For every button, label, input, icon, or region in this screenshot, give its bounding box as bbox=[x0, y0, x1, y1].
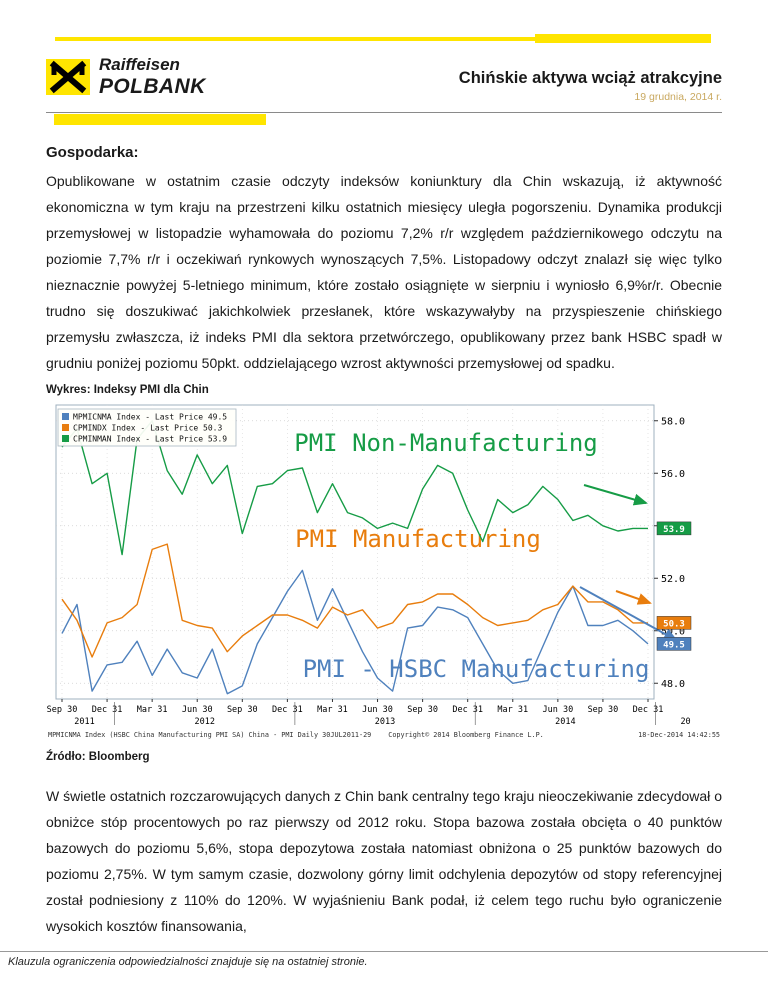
header: Raiffeisen POLBANK Chińskie aktywa wciąż… bbox=[46, 56, 722, 103]
page: Raiffeisen POLBANK Chińskie aktywa wciąż… bbox=[46, 34, 722, 934]
page-date: 19 grudnia, 2014 r. bbox=[634, 91, 722, 103]
svg-text:Sep 30: Sep 30 bbox=[47, 705, 78, 715]
svg-text:52.0: 52.0 bbox=[661, 574, 685, 585]
svg-text:Copyright© 2014 Bloomberg Fina: Copyright© 2014 Bloomberg Finance L.P. bbox=[388, 731, 544, 739]
svg-text:53.9: 53.9 bbox=[663, 525, 685, 535]
raiffeisen-logo: Raiffeisen POLBANK bbox=[46, 56, 206, 97]
svg-text:18-Dec-2014 14:42:55: 18-Dec-2014 14:42:55 bbox=[638, 731, 720, 739]
raiffeisen-emblem-icon bbox=[46, 58, 90, 95]
section-heading-economy: Gospodarka: bbox=[46, 144, 139, 161]
svg-text:CPMINMAN Index - Last Price 53: CPMINMAN Index - Last Price 53.9 bbox=[73, 435, 227, 444]
svg-text:Dec 31: Dec 31 bbox=[452, 705, 483, 715]
header-divider-accent bbox=[54, 114, 266, 125]
chart-source: Źródło: Bloomberg bbox=[46, 751, 150, 763]
svg-text:MPMICNMA Index (HSBC China Man: MPMICNMA Index (HSBC China Manufacturing… bbox=[48, 731, 371, 739]
svg-text:Sep 30: Sep 30 bbox=[407, 705, 438, 715]
svg-text:Mar 31: Mar 31 bbox=[317, 705, 348, 715]
top-accent-bar bbox=[55, 34, 713, 43]
svg-text:48.0: 48.0 bbox=[661, 679, 685, 690]
page-footer: Klauzula ograniczenia odpowiedzialności … bbox=[0, 951, 768, 968]
svg-text:Sep 30: Sep 30 bbox=[588, 705, 619, 715]
svg-text:PMI - HSBC Manufacturing: PMI - HSBC Manufacturing bbox=[303, 655, 650, 683]
page-title: Chińskie aktywa wciąż atrakcyjne bbox=[458, 69, 722, 87]
svg-text:2011: 2011 bbox=[74, 717, 94, 727]
title-block: Chińskie aktywa wciąż atrakcyjne 19 grud… bbox=[459, 56, 722, 103]
svg-text:50.3: 50.3 bbox=[663, 619, 685, 629]
svg-text:49.5: 49.5 bbox=[663, 640, 685, 650]
svg-text:Dec 31: Dec 31 bbox=[92, 705, 123, 715]
header-divider bbox=[46, 112, 722, 126]
svg-text:Mar 31: Mar 31 bbox=[137, 705, 168, 715]
chart-caption: Wykres: Indeksy PMI dla Chin bbox=[46, 384, 209, 396]
svg-text:CPMINDX Index - Last Price 50: CPMINDX Index - Last Price 50.3 bbox=[73, 424, 222, 433]
svg-text:Jun 30: Jun 30 bbox=[182, 705, 213, 715]
top-accent-line bbox=[55, 37, 711, 41]
top-accent-block bbox=[535, 34, 711, 43]
logo-text: Raiffeisen POLBANK bbox=[99, 56, 206, 97]
svg-text:Mar 31: Mar 31 bbox=[497, 705, 528, 715]
svg-text:PMI Non-Manufacturing: PMI Non-Manufacturing bbox=[294, 429, 597, 457]
svg-text:Dec 31: Dec 31 bbox=[633, 705, 664, 715]
svg-text:2012: 2012 bbox=[195, 717, 215, 727]
svg-text:Jun 30: Jun 30 bbox=[542, 705, 573, 715]
svg-text:20: 20 bbox=[680, 717, 690, 727]
svg-text:Dec 31: Dec 31 bbox=[272, 705, 303, 715]
svg-text:Sep 30: Sep 30 bbox=[227, 705, 258, 715]
economy-paragraph-2: W świetle ostatnich rozczarowujących dan… bbox=[46, 788, 722, 934]
logo-sub: POLBANK bbox=[99, 75, 206, 98]
economy-paragraph-1: Opublikowane w ostatnim czasie odczyty i… bbox=[46, 173, 722, 371]
svg-text:Jun 30: Jun 30 bbox=[362, 705, 393, 715]
logo-brand: Raiffeisen bbox=[99, 55, 180, 74]
svg-text:MPMICNMA Index - Last Price 49: MPMICNMA Index - Last Price 49.5 bbox=[73, 413, 227, 422]
svg-text:2013: 2013 bbox=[375, 717, 395, 727]
svg-text:58.0: 58.0 bbox=[661, 416, 685, 427]
svg-text:56.0: 56.0 bbox=[661, 469, 685, 480]
svg-text:PMI Manufacturing: PMI Manufacturing bbox=[295, 525, 541, 553]
disclaimer-text: Klauzula ograniczenia odpowiedzialności … bbox=[8, 956, 368, 968]
svg-text:2014: 2014 bbox=[555, 717, 575, 727]
